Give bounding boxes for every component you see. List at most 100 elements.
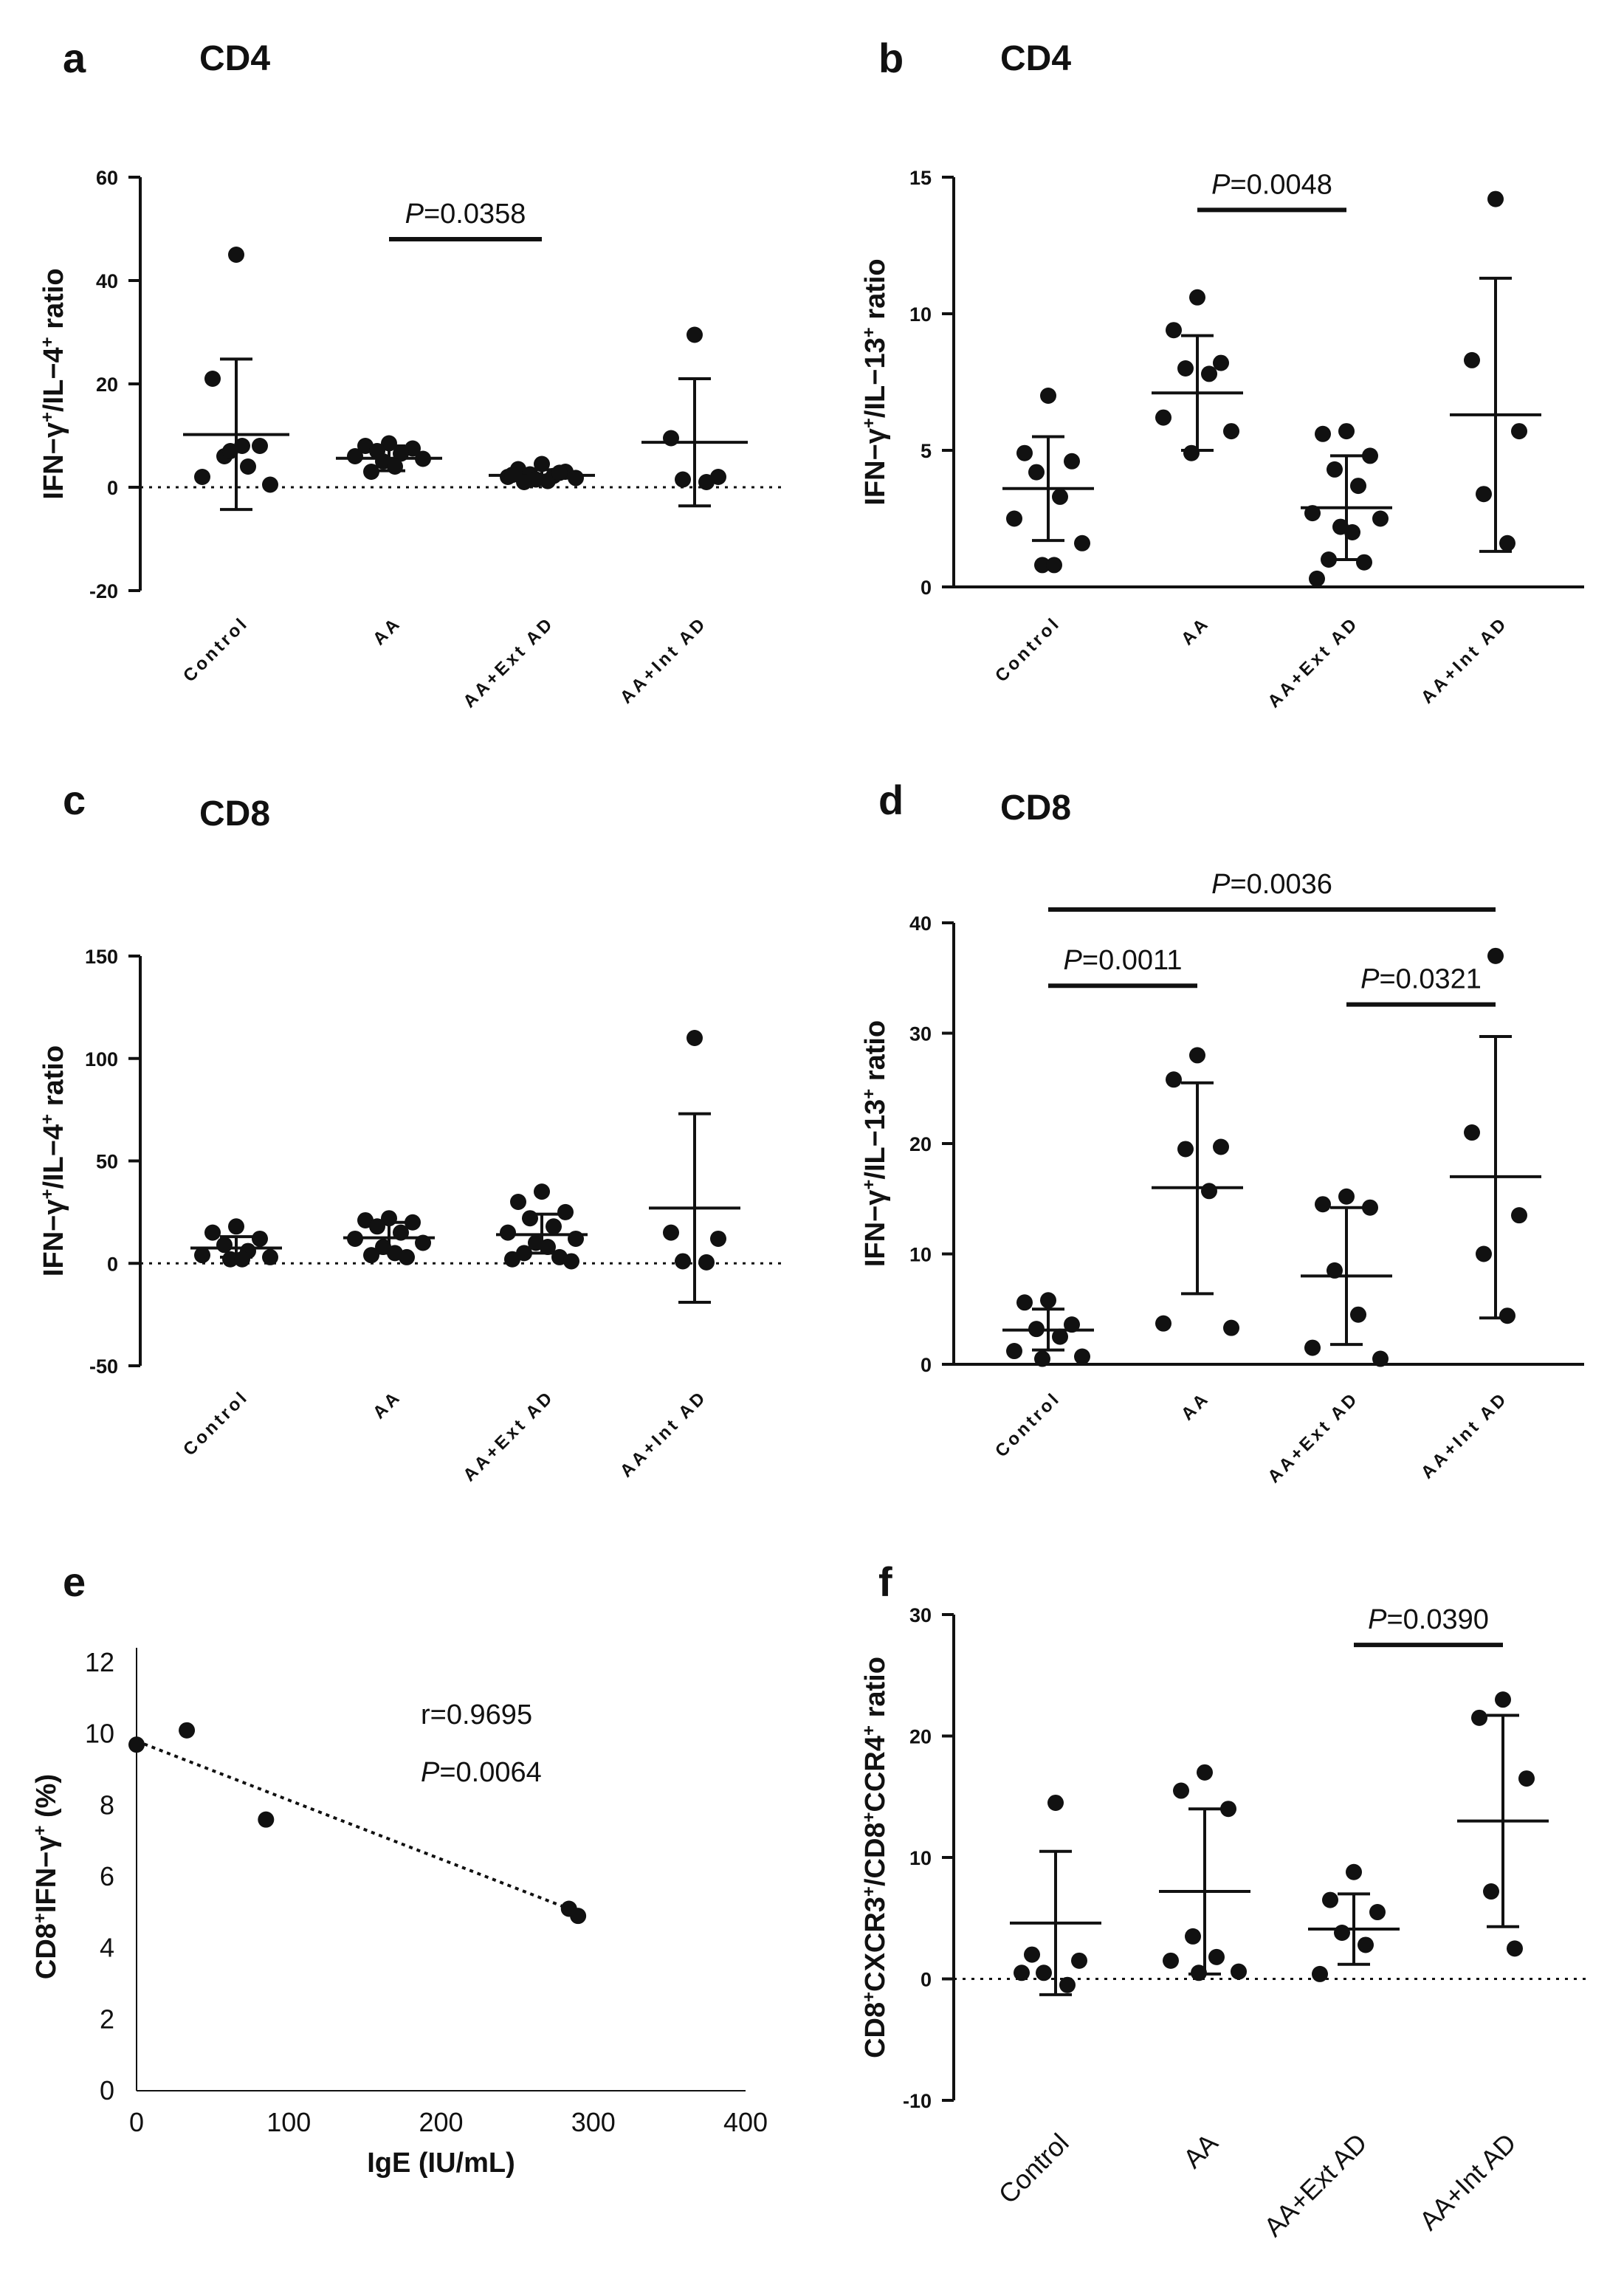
data-point-c (381, 1210, 397, 1227)
data-point-f (1334, 1924, 1350, 1941)
data-point-f (1071, 1952, 1087, 1969)
data-point-d (1155, 1315, 1171, 1332)
data-point-d (1511, 1207, 1527, 1224)
category-label-b: AA+Int AD (1417, 613, 1512, 707)
data-point-c (675, 1253, 691, 1270)
category-label-d: Control (991, 1388, 1064, 1461)
data-point-f (1197, 1764, 1213, 1781)
data-point-f (1163, 1952, 1179, 1969)
panel-d: d CD8 0 10 20 30 40 IFN−γ+/IL−13+ ratio Contro… (859, 777, 1584, 1487)
data-point-c (510, 1194, 526, 1210)
y-tick-label-b: 15 (909, 167, 932, 189)
y-axis-title-d: IFN−γ+/IL−13+ ratio (859, 1020, 892, 1267)
data-point-c (710, 1230, 726, 1247)
x-tick-label-e: 300 (571, 2107, 616, 2137)
panel-label-e: e (63, 1558, 86, 1605)
y-tick-label-a: 0 (107, 477, 118, 499)
data-point-b (1511, 423, 1527, 440)
data-point-c (262, 1248, 278, 1265)
data-point-a (204, 371, 221, 387)
x-tick-label-e: 100 (266, 2107, 311, 2137)
panel-title-d: CD8 (1000, 788, 1071, 828)
data-point-d (1006, 1343, 1022, 1360)
data-point-f (1173, 1782, 1189, 1799)
data-point-f (1495, 1691, 1511, 1708)
data-point-b (1052, 488, 1068, 505)
chart-e: 0 2 4 6 8 10 12 0 100 200 300 400 IgE (IU/mL) CD8+IFN… (30, 1647, 768, 2179)
data-point-a (252, 438, 268, 454)
x-axis-title-e: IgE (IU/mL) (367, 2148, 515, 2179)
panel-label-f: f (878, 1558, 892, 1605)
data-point-b (1064, 453, 1080, 470)
data-point-c (399, 1248, 415, 1265)
data-point-f (1220, 1801, 1236, 1818)
data-point-c (557, 1203, 574, 1220)
data-point-f (1369, 1904, 1386, 1921)
y-tick-label-d: 20 (909, 1133, 932, 1155)
data-point-a (347, 448, 363, 464)
data-point-f (1208, 1948, 1225, 1965)
data-point-c (405, 1214, 421, 1231)
data-point-f (1483, 1883, 1499, 1900)
chart-f: -10 0 10 20 30 CD8+CXCR3+/CD8+CCR4+ ratio Cont… (859, 1604, 1592, 2242)
data-point-b (1046, 557, 1062, 574)
panel-title-b: CD4 (1000, 39, 1071, 78)
data-point-f (1518, 1770, 1535, 1787)
chart-c: -50 0 50 100 150 IFN−γ+/IL−4+ ratio Control AA A… (38, 946, 783, 1485)
data-point-b (1327, 461, 1343, 478)
data-point-d (1028, 1321, 1045, 1338)
data-point-a (675, 471, 691, 488)
y-tick-label-c: -50 (89, 1355, 118, 1378)
y-tick-label-d: 40 (909, 912, 932, 935)
y-tick-label-f: -10 (903, 2090, 932, 2112)
data-point-b (1201, 365, 1217, 382)
data-point-d (1338, 1188, 1355, 1205)
data-point-c (546, 1218, 562, 1235)
data-point-b (1155, 409, 1171, 426)
data-point-c (534, 1183, 550, 1200)
category-label-f: AA+Ext AD (1258, 2128, 1373, 2243)
data-point-f (1471, 1709, 1487, 1726)
data-point-d (1315, 1196, 1331, 1213)
y-tick-label-a: 40 (96, 270, 118, 292)
data-point-c (522, 1210, 538, 1227)
data-point-b (1213, 354, 1229, 371)
y-axis-title-b: IFN−γ+/IL−13+ ratio (859, 258, 892, 505)
data-point-c (504, 1251, 520, 1268)
data-point-b (1074, 534, 1090, 551)
y-tick-label-a: -20 (89, 580, 118, 602)
data-point-b (1223, 423, 1239, 440)
data-point-c (194, 1247, 210, 1264)
data-point-d (1034, 1350, 1050, 1367)
data-point-c (369, 1218, 385, 1235)
y-tick-label-e: 4 (100, 1933, 114, 1963)
y-tick-label-e: 8 (100, 1790, 114, 1820)
x-tick-label-e: 200 (419, 2107, 463, 2137)
data-point-c (563, 1253, 579, 1270)
y-tick-label-c: 150 (85, 946, 118, 968)
category-label-b: AA+Ext AD (1264, 613, 1363, 712)
data-point-b (1304, 505, 1321, 522)
data-point-a (534, 456, 550, 472)
panel-label-a: a (63, 35, 86, 81)
data-point-d (1016, 1294, 1033, 1311)
category-label-f: AA+Int AD (1414, 2128, 1522, 2236)
y-tick-label-a: 20 (96, 374, 118, 396)
data-point-b (1177, 360, 1194, 377)
data-point-d (1189, 1047, 1205, 1064)
data-point-b (1350, 478, 1366, 495)
category-label-f: AA (1177, 2128, 1224, 2174)
panel-f: f -10 0 10 20 30 CD8+CXCR3+/CD8+CCR4+ ratio Co… (859, 1558, 1592, 2242)
data-point-a (393, 445, 409, 462)
p-value-label-d: P=0.0321 (1360, 964, 1482, 995)
category-label-c: AA+Int AD (616, 1386, 711, 1481)
data-point-c (363, 1247, 379, 1264)
data-point-c (222, 1251, 238, 1268)
data-point-a (234, 438, 250, 454)
y-tick-label-f: 20 (909, 1726, 932, 1748)
y-tick-label-b: 5 (921, 440, 932, 462)
data-point-a (240, 458, 256, 475)
data-point-a (568, 470, 584, 487)
category-label-a: AA+Ext AD (459, 613, 558, 712)
